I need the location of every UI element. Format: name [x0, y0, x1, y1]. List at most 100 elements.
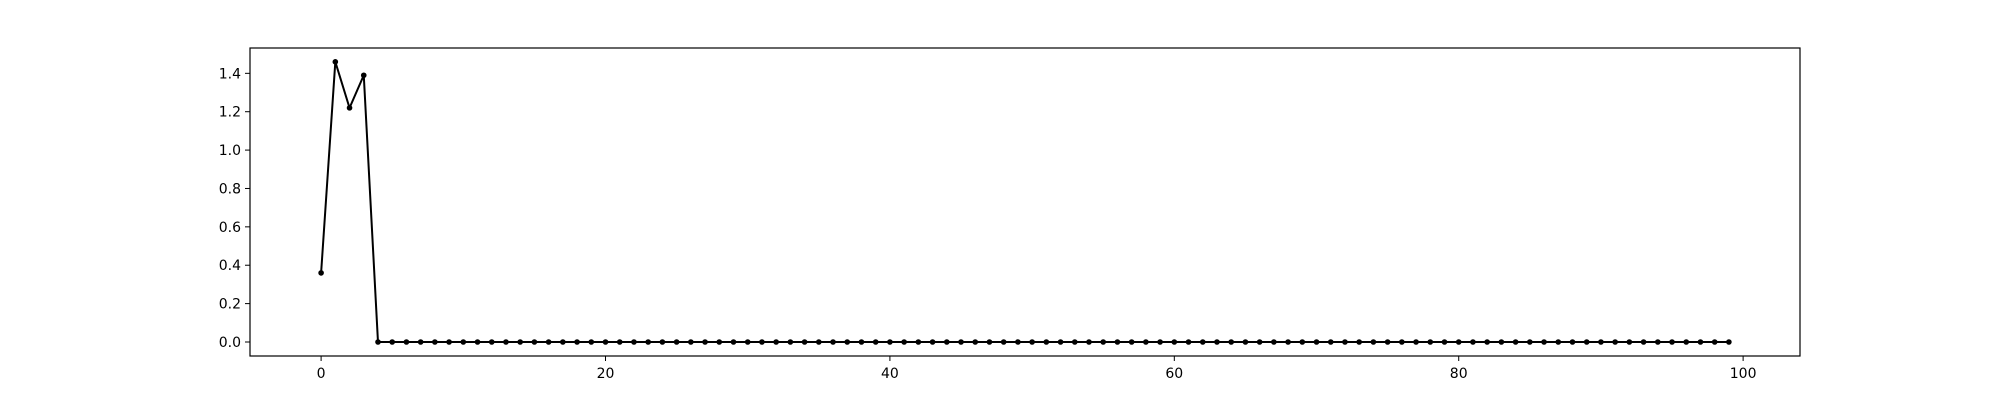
- y-tick-label: 0.2: [219, 297, 241, 313]
- data-point: [816, 339, 822, 345]
- data-point: [474, 339, 481, 345]
- data-point: [702, 339, 708, 345]
- data-point: [1256, 339, 1263, 345]
- data-point: [1057, 339, 1064, 345]
- data-point: [1384, 339, 1391, 345]
- x-tick-label: 60: [1165, 366, 1183, 382]
- data-point: [1711, 339, 1718, 345]
- data-point: [616, 339, 623, 345]
- data-point: [1726, 339, 1732, 345]
- data-point: [1626, 339, 1633, 345]
- data-point: [1697, 339, 1704, 345]
- data-point: [744, 339, 751, 345]
- data-point: [318, 270, 324, 276]
- data-point: [545, 339, 552, 345]
- data-point: [1669, 339, 1675, 345]
- data-point: [560, 339, 566, 345]
- data-point: [858, 339, 865, 345]
- data-point: [1199, 339, 1206, 345]
- data-point: [1185, 339, 1192, 345]
- x-tick-label: 80: [1450, 366, 1468, 382]
- data-point: [986, 339, 993, 345]
- data-point: [801, 339, 808, 345]
- data-point: [631, 339, 637, 345]
- data-point: [1370, 339, 1377, 345]
- data-point: [972, 339, 979, 345]
- data-point: [1484, 339, 1490, 345]
- data-point: [929, 339, 936, 345]
- y-axis: 0.0 0.2 0.4 0.6 0.8 1.0 1.2 1.4: [219, 66, 250, 351]
- x-axis: 0 20 40 60 80 100: [317, 356, 1757, 382]
- data-point: [787, 339, 794, 345]
- data-point: [375, 339, 381, 345]
- y-tick-label: 1.4: [219, 66, 241, 82]
- x-tick-label: 100: [1730, 366, 1757, 382]
- data-point: [943, 339, 950, 345]
- data-point: [1654, 339, 1661, 345]
- data-point: [1143, 339, 1149, 345]
- data-point: [389, 339, 396, 345]
- data-point: [1342, 339, 1348, 345]
- data-point: [844, 339, 851, 345]
- data-point: [1171, 339, 1178, 345]
- data-point: [1427, 339, 1434, 345]
- data-point: [1327, 339, 1334, 345]
- data-point: [688, 339, 694, 345]
- data-point: [1285, 339, 1291, 345]
- data-point: [1228, 339, 1234, 345]
- data-point: [1356, 339, 1362, 345]
- data-point: [1086, 339, 1092, 345]
- data-point: [659, 339, 666, 345]
- data-point: [901, 339, 907, 345]
- data-point: [1015, 339, 1021, 345]
- data-point: [417, 339, 424, 345]
- plot-series: [318, 59, 1732, 345]
- x-tick-label: 0: [317, 366, 326, 382]
- data-point: [1512, 339, 1519, 345]
- data-point: [1043, 339, 1050, 345]
- data-point: [360, 72, 367, 79]
- data-point: [517, 339, 523, 345]
- data-point: [1555, 339, 1562, 345]
- data-point: [1128, 339, 1135, 345]
- data-point: [1100, 339, 1107, 345]
- data-point: [531, 339, 538, 345]
- y-tick-label: 1.2: [219, 105, 241, 121]
- x-tick-label: 40: [881, 366, 899, 382]
- data-point: [1455, 339, 1462, 345]
- data-point: [1683, 339, 1690, 345]
- data-point: [773, 339, 779, 345]
- data-point: [1413, 339, 1419, 345]
- data-point: [958, 339, 964, 345]
- data-point: [1299, 339, 1306, 345]
- data-point: [1071, 339, 1078, 345]
- data-point: [1029, 339, 1035, 345]
- data-point: [1242, 339, 1249, 345]
- data-point: [673, 339, 680, 345]
- data-point: [915, 339, 922, 345]
- y-tick-label: 0.8: [219, 181, 241, 197]
- y-tick-label: 0.6: [219, 220, 241, 236]
- data-point: [1313, 339, 1320, 345]
- data-point: [446, 339, 452, 345]
- data-point: [503, 339, 509, 345]
- data-point: [887, 339, 893, 345]
- data-point: [332, 59, 339, 65]
- data-point: [1441, 339, 1448, 345]
- data-point: [1470, 339, 1476, 345]
- data-point: [1583, 339, 1590, 345]
- data-point: [488, 339, 495, 345]
- data-point: [1399, 339, 1405, 345]
- data-point: [1612, 339, 1618, 345]
- data-point: [730, 339, 737, 345]
- data-point: [1271, 339, 1277, 345]
- x-tick-label: 20: [597, 366, 615, 382]
- data-point: [403, 339, 410, 345]
- data-point: [1569, 339, 1576, 345]
- data-point: [872, 339, 879, 345]
- data-point: [460, 339, 467, 345]
- y-tick-label: 1.0: [219, 143, 241, 159]
- data-point: [602, 339, 609, 345]
